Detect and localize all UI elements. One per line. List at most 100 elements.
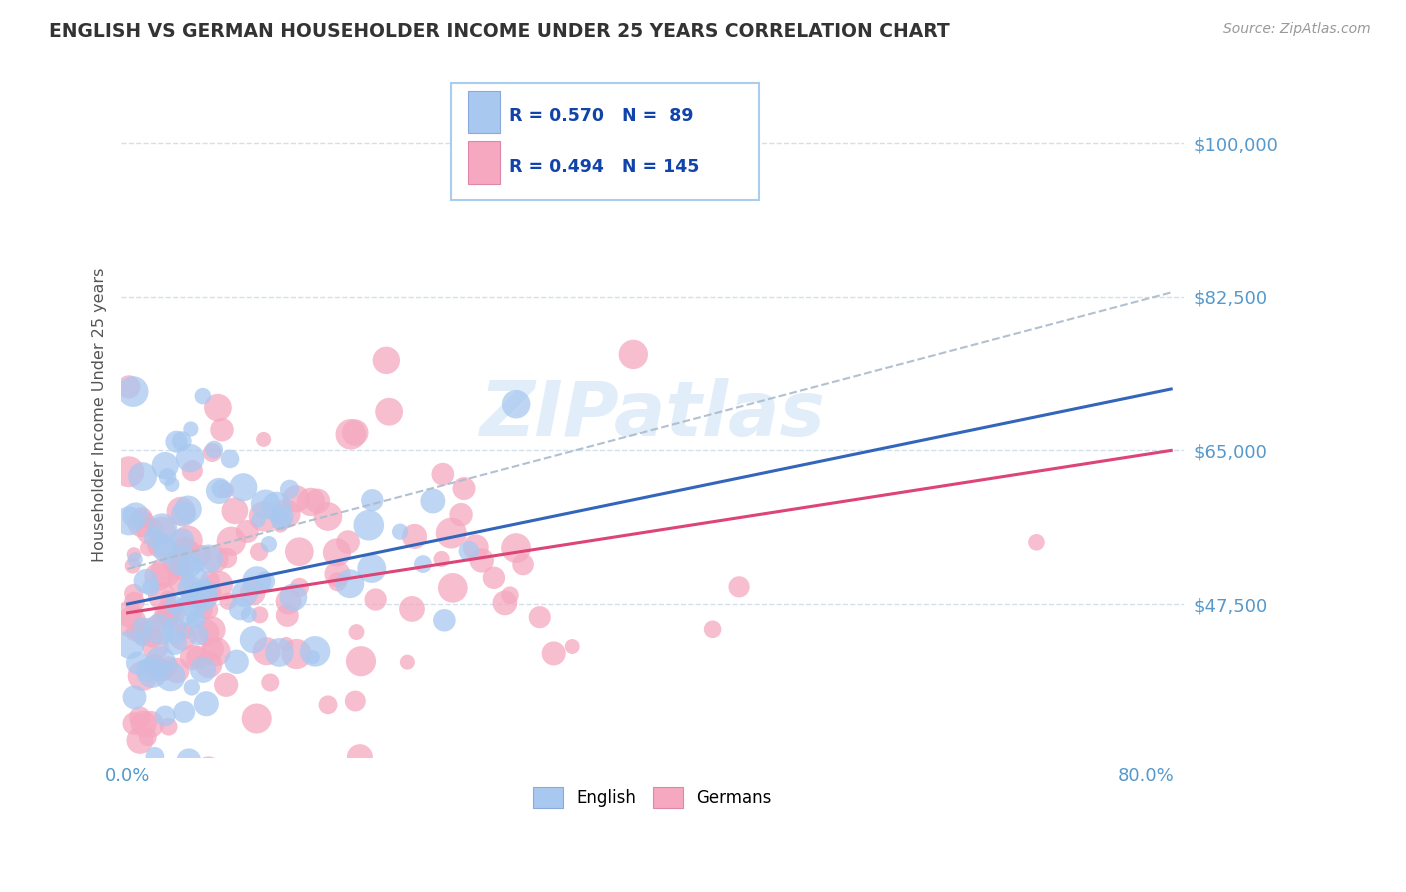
Point xyxy=(136,541,159,555)
Point xyxy=(276,507,298,521)
Point xyxy=(201,585,224,599)
Point xyxy=(187,628,209,642)
Point xyxy=(238,607,260,622)
Point xyxy=(232,480,254,494)
Point xyxy=(122,548,145,562)
Point xyxy=(307,494,329,508)
Point xyxy=(143,658,166,673)
Point xyxy=(186,612,208,626)
Point xyxy=(494,596,516,610)
Point xyxy=(191,389,214,403)
Point xyxy=(173,624,195,638)
Y-axis label: Householder Income Under 25 years: Householder Income Under 25 years xyxy=(93,268,107,563)
Point xyxy=(482,571,505,585)
FancyBboxPatch shape xyxy=(468,91,499,134)
Point xyxy=(361,493,384,508)
Point xyxy=(131,626,153,640)
Point xyxy=(344,425,367,440)
Point xyxy=(276,637,298,651)
Point xyxy=(177,754,200,768)
Point xyxy=(163,636,186,650)
Point xyxy=(412,557,434,571)
Text: ENGLISH VS GERMAN HOUSEHOLDER INCOME UNDER 25 YEARS CORRELATION CHART: ENGLISH VS GERMAN HOUSEHOLDER INCOME UND… xyxy=(49,22,950,41)
Point xyxy=(170,504,193,518)
Point xyxy=(215,678,238,692)
Point xyxy=(350,654,373,668)
Point xyxy=(131,469,153,483)
Point xyxy=(299,495,322,509)
Point xyxy=(150,589,173,603)
Point xyxy=(247,545,270,559)
Point xyxy=(283,591,305,605)
Point xyxy=(253,433,276,447)
Point xyxy=(224,504,246,518)
Point xyxy=(422,494,444,508)
Point xyxy=(118,514,141,528)
Point xyxy=(278,483,301,497)
Point xyxy=(176,533,198,548)
Point xyxy=(120,638,142,652)
Point xyxy=(156,591,179,606)
Point xyxy=(172,562,194,576)
Point xyxy=(131,620,153,634)
Point xyxy=(246,574,269,588)
Point xyxy=(173,705,195,719)
Point xyxy=(201,623,224,637)
Point xyxy=(121,558,143,573)
Point xyxy=(157,607,180,622)
Point xyxy=(302,650,325,665)
Point xyxy=(179,451,201,466)
Point xyxy=(346,625,368,640)
Point xyxy=(1025,535,1047,549)
Point xyxy=(236,524,259,539)
Point xyxy=(170,574,193,588)
Point xyxy=(276,608,298,623)
Point xyxy=(288,545,311,559)
Point xyxy=(529,610,551,624)
Point xyxy=(191,590,214,604)
Point xyxy=(285,491,308,506)
Point xyxy=(288,581,311,595)
Point xyxy=(179,591,201,605)
Point xyxy=(187,558,209,572)
Point xyxy=(131,511,153,525)
Point xyxy=(357,518,380,533)
Point xyxy=(242,585,264,599)
Point xyxy=(148,622,170,636)
Point xyxy=(316,509,339,524)
Point xyxy=(131,628,153,642)
Point xyxy=(254,497,277,511)
Point xyxy=(453,482,475,496)
Point xyxy=(195,697,218,711)
Point xyxy=(157,659,180,673)
Legend: English, Germans: English, Germans xyxy=(527,780,779,814)
Point xyxy=(254,574,277,589)
Point xyxy=(464,541,486,555)
Point xyxy=(207,401,229,415)
Point xyxy=(181,597,204,611)
Point xyxy=(187,650,209,665)
Point xyxy=(131,826,153,840)
Point xyxy=(124,552,146,566)
Point xyxy=(339,576,361,591)
Point xyxy=(146,663,169,677)
Point xyxy=(512,558,534,572)
Point xyxy=(177,502,200,516)
Point xyxy=(440,526,463,541)
Point xyxy=(404,529,426,543)
Point xyxy=(344,694,367,708)
Point xyxy=(118,607,141,621)
Point xyxy=(132,669,155,683)
Point xyxy=(132,716,155,731)
Point xyxy=(153,458,176,473)
Point xyxy=(197,552,219,566)
Point xyxy=(143,531,166,545)
FancyBboxPatch shape xyxy=(451,83,759,200)
Point xyxy=(621,347,644,361)
Point xyxy=(270,509,292,524)
Point xyxy=(159,669,181,683)
Point xyxy=(148,570,170,584)
Point xyxy=(157,720,180,734)
Text: R = 0.570   N =  89: R = 0.570 N = 89 xyxy=(509,107,693,125)
Point xyxy=(364,592,387,607)
